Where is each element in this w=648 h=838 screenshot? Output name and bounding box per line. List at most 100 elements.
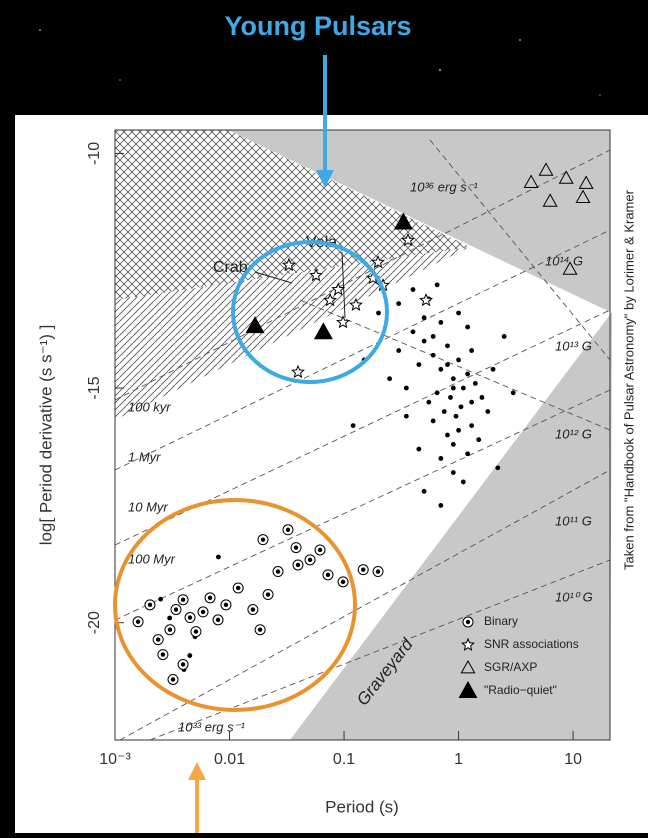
point (220, 599, 232, 611)
point-dot (200, 609, 206, 615)
legend-label: "Radio−quiet" (484, 683, 557, 697)
point-dot (180, 662, 186, 667)
point-dot (285, 527, 291, 532)
point (538, 162, 554, 176)
point (254, 624, 266, 636)
point (450, 385, 456, 391)
y-axis-label: log[ Period derivative (s s⁻¹) ] (36, 325, 55, 546)
point (476, 437, 482, 443)
y-tick-label: -10 (86, 142, 103, 165)
annotation: 10³⁶ erg s⁻¹ (410, 179, 479, 194)
point (410, 329, 416, 335)
annotation: 100 Myr (128, 551, 176, 566)
point (177, 658, 189, 670)
point-dot (340, 579, 346, 585)
point-dot (167, 627, 173, 632)
point (372, 566, 384, 578)
annotation: 10¹³ G (555, 338, 592, 353)
annotation: 1 Myr (128, 449, 161, 464)
annotation: 10¹⁴ G (545, 253, 583, 268)
point-dot (295, 562, 301, 568)
point-dot (260, 537, 266, 542)
annotation: Crab (213, 259, 248, 276)
point (562, 261, 578, 275)
source-note: Taken from "Handbook of Pulsar Astronomy… (621, 189, 636, 570)
point (441, 409, 447, 414)
point-dot (317, 547, 323, 553)
point (421, 488, 427, 494)
point (322, 569, 334, 581)
point-dot (215, 617, 221, 623)
overlay-title: Young Pulsars (224, 11, 411, 41)
point (434, 282, 440, 288)
point (262, 589, 274, 601)
point (331, 282, 346, 296)
point-dot (325, 572, 331, 578)
point (438, 366, 444, 372)
point-dot (193, 629, 199, 634)
point (523, 174, 539, 188)
point (438, 319, 444, 325)
point (450, 470, 456, 475)
point (426, 399, 432, 405)
point-dot (170, 677, 176, 682)
point-dot (180, 597, 186, 602)
point-dot (155, 637, 161, 642)
crosshatch (115, 130, 470, 300)
point (465, 451, 471, 457)
annotation: 10¹¹ G (555, 513, 592, 528)
annotation: 100 kyr (128, 399, 171, 414)
x-axis-label: Period (s) (325, 797, 399, 816)
point (445, 362, 450, 368)
point-dot (375, 569, 381, 574)
point (184, 612, 196, 624)
x-tick-label: 0.1 (333, 751, 355, 768)
point (575, 189, 591, 203)
point (304, 554, 316, 566)
point (348, 297, 363, 311)
y-tick-label: -15 (86, 376, 103, 399)
point (281, 257, 296, 272)
vela-pointer (341, 251, 346, 319)
point (292, 559, 304, 571)
point (438, 456, 444, 461)
point (204, 592, 216, 604)
point (323, 293, 338, 307)
point (460, 385, 466, 391)
plot-frame (114, 129, 611, 741)
point (187, 653, 193, 658)
point (479, 395, 485, 400)
point (469, 423, 475, 429)
point (152, 634, 164, 646)
point (245, 316, 265, 334)
point-dot (361, 567, 366, 572)
annotation: 10³³ erg s⁻¹ (178, 719, 245, 734)
point (272, 566, 284, 578)
point (465, 324, 471, 330)
point (396, 301, 402, 307)
point-dot (275, 569, 281, 574)
point (510, 390, 516, 396)
point (393, 212, 413, 230)
point (401, 233, 415, 247)
point (212, 614, 224, 626)
blue-arrowhead (316, 170, 334, 188)
point-dot (293, 545, 299, 550)
point (461, 637, 475, 651)
point (416, 446, 422, 452)
point (190, 626, 202, 638)
point (453, 413, 459, 419)
point (336, 315, 351, 329)
legend-label: Binary (484, 614, 518, 628)
point (438, 502, 444, 508)
point-dot (307, 557, 313, 563)
point (469, 399, 475, 405)
point (167, 615, 173, 621)
point (490, 366, 496, 372)
point (419, 292, 434, 307)
point-dot (207, 595, 213, 601)
point (462, 616, 474, 628)
point (257, 534, 269, 546)
point (314, 544, 326, 556)
